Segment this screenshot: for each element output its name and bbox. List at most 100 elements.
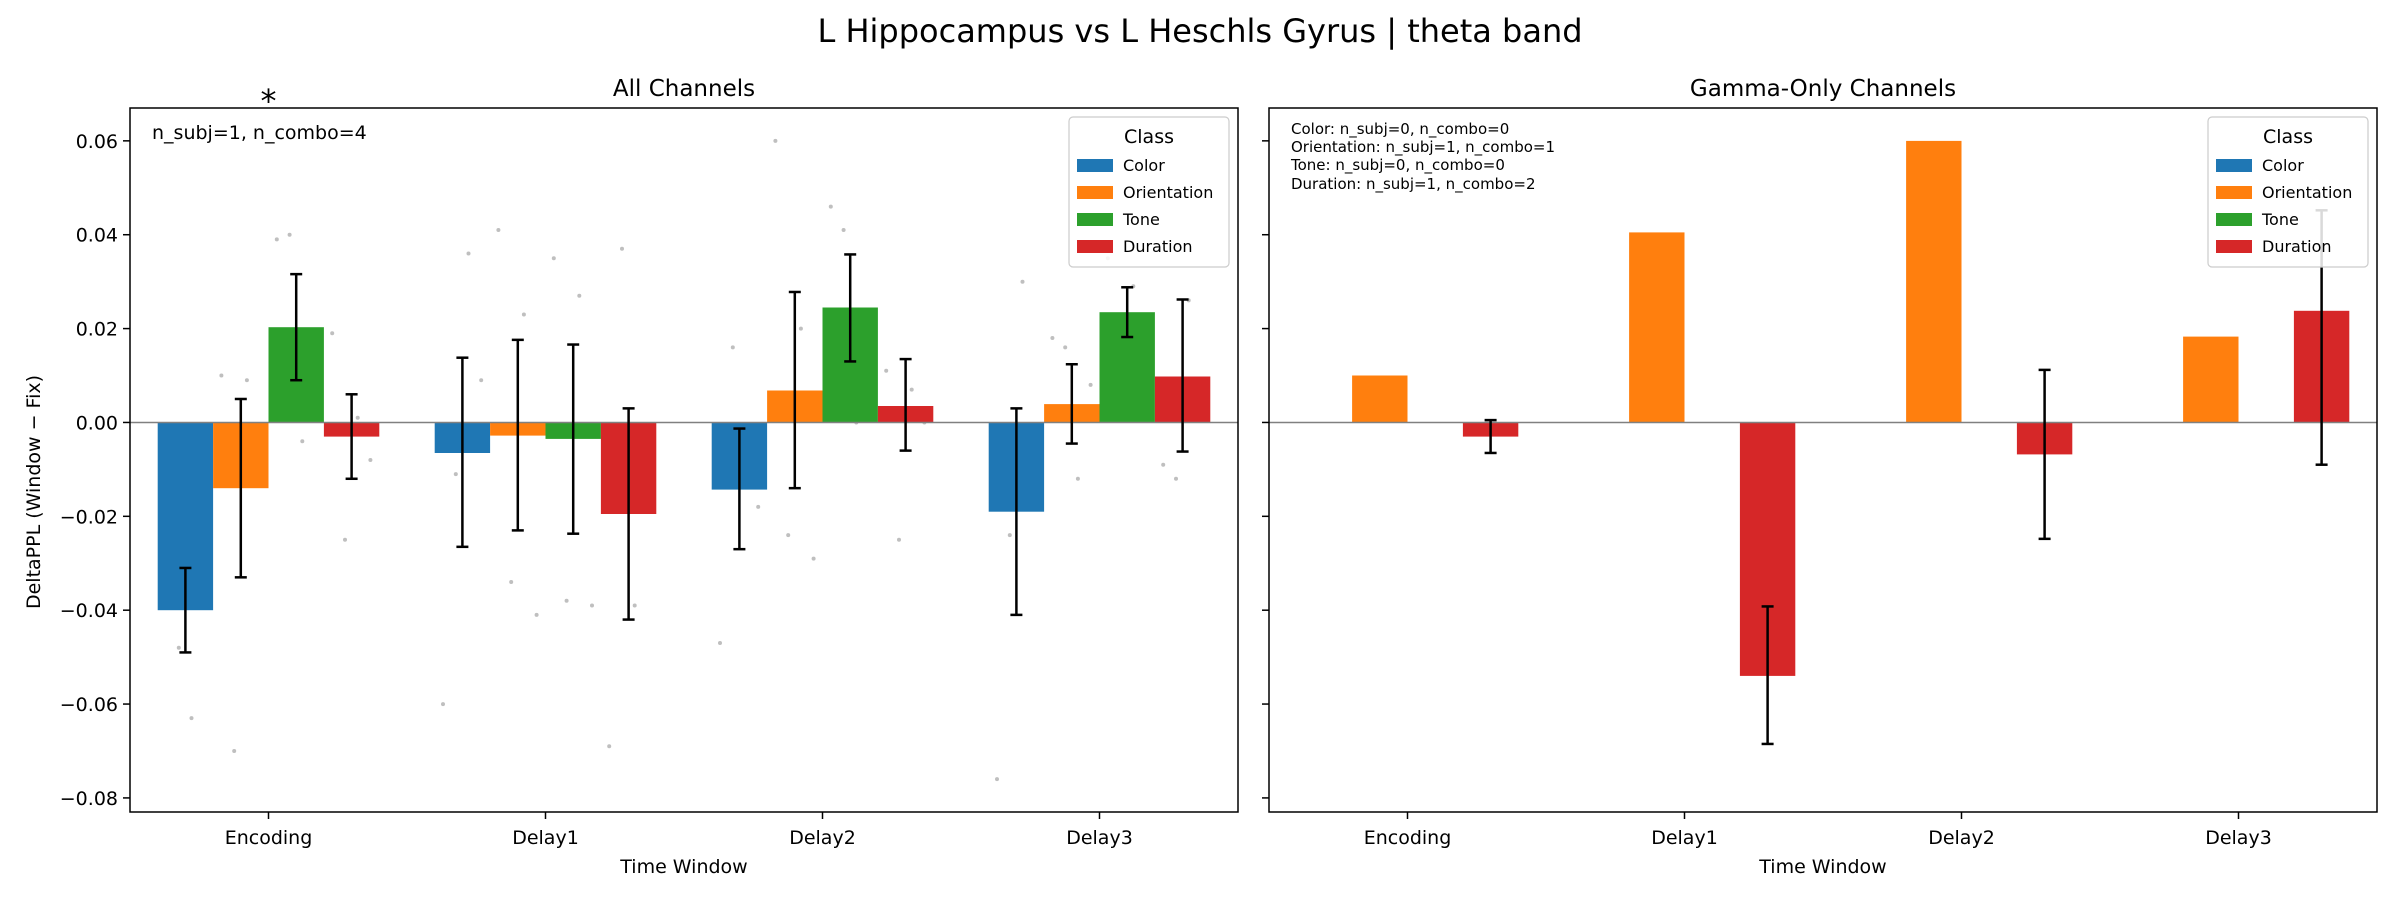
error-bar — [622, 407, 635, 621]
legend-title: Class — [2263, 126, 2313, 148]
legend-title: Class — [1124, 126, 1174, 148]
legend-label-color: Color — [2262, 156, 2304, 175]
error-bar — [1484, 418, 1497, 455]
annotation-line-tone: Tone: n_subj=0, n_combo=0 — [1290, 156, 1505, 175]
scatter-point — [368, 458, 373, 462]
scatter-point — [219, 373, 224, 378]
annotation-line-color: Color: n_subj=0, n_combo=0 — [1291, 120, 1509, 139]
error-bar — [1761, 605, 1774, 746]
x-tick-label: Delay3 — [1066, 827, 1133, 849]
legend-box — [1068, 116, 1230, 268]
scatter-point — [730, 345, 735, 350]
error-bar — [899, 357, 912, 452]
scatter-point — [244, 378, 249, 383]
scatter-point — [479, 378, 484, 383]
error-bar — [1010, 407, 1023, 617]
legend: Class Color Orientation Tone Duration — [1068, 116, 1230, 268]
x-tick-label: Delay2 — [789, 827, 856, 849]
scatter-point — [509, 580, 514, 584]
legend-label-orientation: Orientation — [1123, 183, 1213, 202]
legend-swatch-tone — [2216, 213, 2252, 226]
legend-swatch-orientation — [2216, 186, 2252, 199]
y-tick-label: −0.08 — [60, 788, 118, 810]
scatter-point — [564, 598, 569, 603]
scatter-point — [841, 228, 846, 232]
legend-label-duration: Duration — [1123, 237, 1193, 256]
scatter-point — [343, 537, 347, 542]
x-axis-label: Time Window — [1758, 856, 1886, 878]
scatter-point — [897, 537, 901, 542]
scatter-point — [300, 439, 305, 444]
scatter-point — [909, 387, 914, 392]
legend-swatch-duration — [1077, 240, 1113, 253]
scatter-point — [590, 603, 594, 608]
legend-swatch-orientation — [1077, 186, 1113, 199]
legend-swatch-color — [2216, 159, 2252, 172]
scatter-point — [466, 251, 471, 256]
scatter-point — [521, 312, 526, 317]
bar-orientation-delay2 — [1906, 140, 1962, 423]
scatter-point — [756, 504, 761, 509]
scatter-point — [1174, 476, 1178, 481]
panel-all-channels: All Channels 0.06 0.04 0.02 0.00 −0.02 −0.04 −… — [60, 76, 1239, 878]
scatter-point — [453, 472, 458, 477]
scatter-point — [773, 138, 778, 143]
error-bar — [788, 290, 801, 490]
scatter-point — [632, 603, 637, 608]
x-tick-label: Delay1 — [512, 827, 579, 849]
scatter-point — [620, 246, 624, 251]
bar-orientation-delay1 — [1629, 232, 1685, 423]
error-bar — [733, 427, 746, 551]
panel-gamma-only-channels: Gamma-Only Channels Encoding Delay1 Delay2… — [1262, 76, 2378, 878]
scatter-point — [1161, 462, 1166, 467]
scatter-point — [551, 256, 556, 261]
legend-label-tone: Tone — [1122, 210, 1160, 229]
error-bar — [345, 393, 358, 481]
error-bar — [2038, 368, 2051, 541]
scatter-point — [811, 556, 816, 561]
error-bar — [1176, 298, 1189, 453]
scatter-point — [1088, 382, 1093, 387]
y-tick-label: −0.04 — [60, 600, 118, 622]
scatter-point — [798, 326, 803, 331]
x-axis-label: Time Window — [619, 856, 747, 878]
y-tick-label: 0.00 — [76, 412, 118, 434]
scatter-point — [718, 641, 722, 645]
y-axis-label: DeltaPPL (Window − Fix) — [23, 375, 45, 609]
panel-title: All Channels — [613, 76, 755, 102]
scatter-point — [884, 368, 889, 373]
scatter-point — [287, 232, 292, 237]
scatter-point — [1050, 336, 1055, 340]
annotation-line-orientation: Orientation: n_subj=1, n_combo=1 — [1291, 138, 1555, 157]
error-bar — [844, 253, 857, 363]
y-tick-label: 0.04 — [76, 225, 118, 247]
scatter-point — [274, 237, 279, 242]
y-tick-label: −0.02 — [60, 506, 118, 528]
legend-label-orientation: Orientation — [2262, 183, 2352, 202]
scatter-point — [189, 716, 194, 721]
scatter-point — [232, 749, 237, 753]
error-bar — [511, 338, 524, 532]
scatter-point — [330, 331, 335, 336]
annotation-line-duration: Duration: n_subj=1, n_combo=2 — [1291, 175, 1536, 194]
scatter-point — [995, 777, 999, 782]
x-tick-label: Delay1 — [1651, 827, 1718, 849]
x-tick-label: Delay2 — [1928, 827, 1995, 849]
scatter-point — [355, 415, 360, 420]
scatter-point — [441, 702, 445, 707]
scatter-point — [577, 293, 582, 298]
legend-swatch-duration — [2216, 240, 2252, 253]
error-bar — [567, 343, 580, 535]
y-tick-label: 0.06 — [76, 131, 118, 153]
bar-orientation-encoding — [1352, 375, 1408, 423]
error-bar — [290, 272, 303, 382]
bar-orientation-delay3 — [2183, 336, 2239, 423]
scatter-point — [786, 533, 791, 538]
x-tick-label: Encoding — [1364, 827, 1452, 849]
plot-frame — [1268, 107, 2378, 813]
error-bar — [456, 356, 469, 549]
scatter-point — [176, 645, 181, 650]
scatter-point — [1007, 533, 1012, 538]
legend-swatch-color — [1077, 159, 1113, 172]
scatter-point — [607, 744, 612, 749]
